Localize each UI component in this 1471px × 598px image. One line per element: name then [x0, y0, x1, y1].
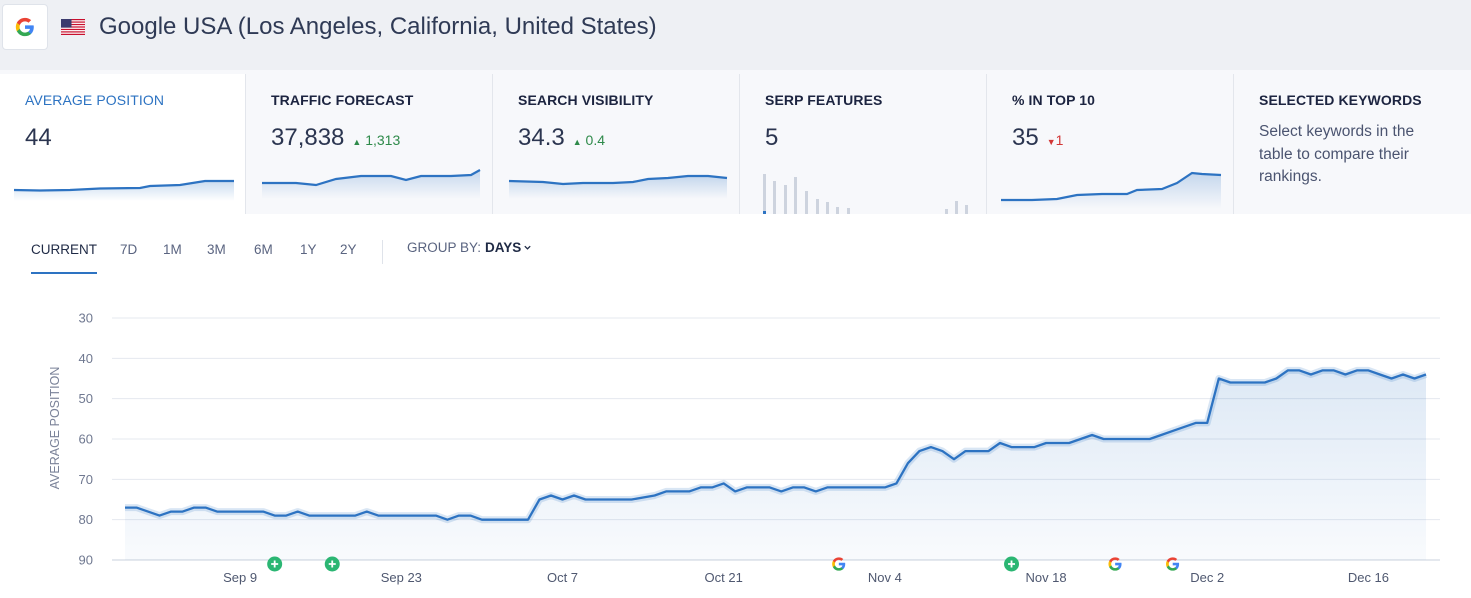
card-top10[interactable]: % IN TOP 10 35 ▼1 [987, 74, 1234, 214]
event-google-icon[interactable] [1166, 557, 1180, 571]
x-tick-label: Nov 18 [1025, 570, 1066, 585]
event-plus-icon[interactable] [1004, 556, 1020, 572]
card-label: SEARCH VISIBILITY [518, 92, 654, 108]
event-plus-icon[interactable] [267, 556, 283, 572]
card-value: 34.3 ▲ 0.4 [518, 124, 605, 151]
chevron-down-icon [524, 245, 531, 250]
delta-up: ▲ 0.4 [572, 132, 605, 148]
y-tick-label: 60 [79, 432, 93, 447]
google-g-icon [15, 17, 34, 37]
y-tick-label: 80 [79, 512, 93, 527]
google-engine-button[interactable] [2, 4, 48, 50]
card-value: 44 [25, 124, 52, 151]
sparkline-traffic-forecast [262, 169, 481, 199]
sparkline-top10 [1001, 171, 1222, 209]
sparkline-average-position [13, 179, 234, 201]
average-position-chart: 30 40 50 60 70 80 90 Sep 9 Sep 23 Oct 7 Oct 21 Nov … [48, 311, 1440, 585]
x-tick-label: Sep 23 [381, 570, 422, 585]
tab-6m[interactable]: 6M [254, 242, 273, 257]
card-label: % IN TOP 10 [1012, 92, 1096, 108]
x-tick-label: Nov 4 [868, 570, 902, 585]
event-google-icon[interactable] [832, 557, 846, 571]
card-serp-features[interactable]: SERP FEATURES 5 [740, 74, 987, 214]
card-traffic-forecast[interactable]: TRAFFIC FORECAST 37,838 ▲ 1,313 [246, 74, 493, 214]
y-tick-label: 90 [79, 553, 93, 568]
delta-up: ▲ 1,313 [352, 132, 401, 148]
tab-1y[interactable]: 1Y [300, 242, 317, 257]
sparkline-serp-features [763, 174, 968, 214]
triangle-up-icon: ▲ [352, 137, 362, 147]
x-tick-label: Dec 2 [1190, 570, 1224, 585]
x-tick-label: Oct 7 [547, 570, 578, 585]
period-tabs: CURRENT 7D 1M 3M 6M 1Y 2Y GROUP BY: DAYS [0, 230, 620, 276]
tab-current[interactable]: CURRENT [31, 242, 97, 257]
divider [382, 240, 383, 264]
y-tick-label: 40 [79, 351, 93, 366]
card-description: Select keywords in the table to compare … [1259, 123, 1415, 185]
location-title: Google USA (Los Angeles, California, Uni… [99, 13, 657, 40]
tab-7d[interactable]: 7D [120, 242, 138, 257]
card-label: AVERAGE POSITION [25, 92, 165, 108]
x-tick-label: Oct 21 [705, 570, 743, 585]
y-tick-label: 30 [79, 311, 93, 326]
x-tick-label: Dec 16 [1348, 570, 1389, 585]
tab-1m[interactable]: 1M [163, 242, 182, 257]
y-axis-label: AVERAGE POSITION [48, 367, 62, 490]
event-google-icon[interactable] [1108, 557, 1122, 571]
card-value: 37,838 ▲ 1,313 [271, 124, 401, 151]
card-average-position[interactable]: AVERAGE POSITION 44 [0, 74, 246, 214]
group-by-value: DAYS [485, 240, 522, 255]
x-tick-label: Sep 9 [223, 570, 257, 585]
metric-cards: AVERAGE POSITION 44 TRAFFIC FORECAST 37,… [0, 70, 1471, 214]
active-tab-indicator [31, 272, 97, 274]
card-search-visibility[interactable]: SEARCH VISIBILITY 34.3 ▲ 0.4 [493, 74, 740, 214]
tab-3m[interactable]: 3M [207, 242, 226, 257]
y-tick-label: 50 [79, 391, 93, 406]
series-line [125, 369, 1427, 521]
event-plus-icon[interactable] [324, 556, 340, 572]
card-label: SERP FEATURES [765, 92, 883, 108]
card-label: TRAFFIC FORECAST [271, 92, 414, 108]
card-selected-keywords: SELECTED KEYWORDS Select keywords in the… [1234, 74, 1471, 214]
sparkline-search-visibility [508, 174, 728, 199]
triangle-down-icon: ▼ [1046, 137, 1056, 147]
card-value: 35 ▼1 [1012, 124, 1064, 151]
group-by-label: GROUP BY: [407, 240, 482, 255]
card-label: SELECTED KEYWORDS [1259, 92, 1422, 108]
y-tick-label: 70 [79, 472, 93, 487]
us-flag-icon [61, 19, 85, 35]
group-by-dropdown[interactable]: GROUP BY: DAYS [407, 240, 532, 255]
delta-down: ▼1 [1046, 132, 1064, 148]
location-header: Google USA (Los Angeles, California, Uni… [0, 0, 1471, 70]
triangle-up-icon: ▲ [572, 137, 582, 147]
tab-2y[interactable]: 2Y [340, 242, 357, 257]
series-area [125, 370, 1426, 560]
card-value: 5 [765, 124, 779, 151]
